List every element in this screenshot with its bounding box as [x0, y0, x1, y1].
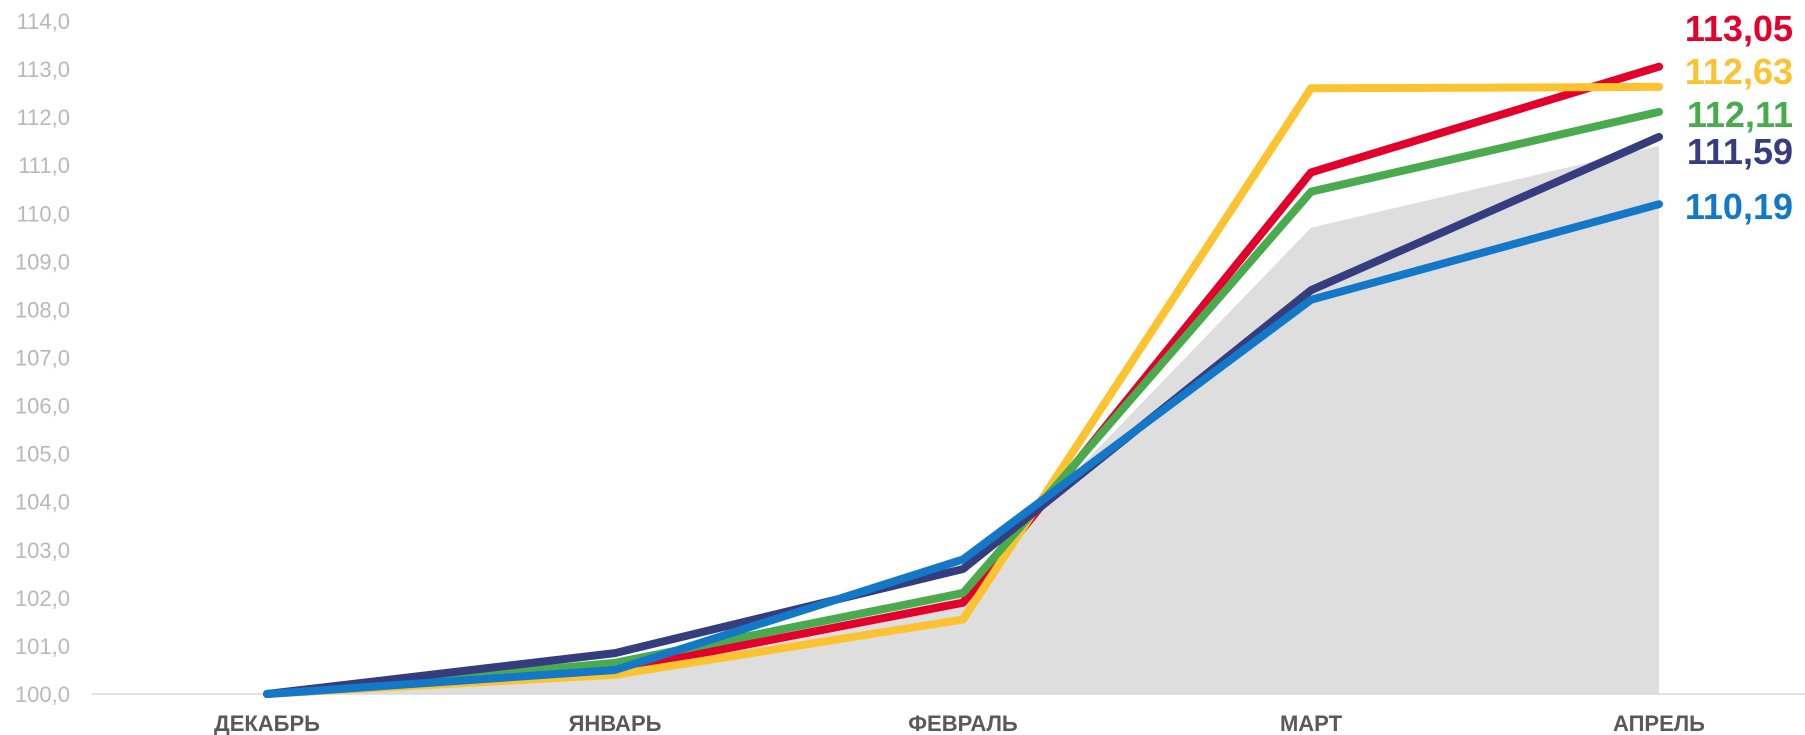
y-tick-label: 114,0 [17, 9, 70, 34]
y-tick-label: 102,0 [15, 586, 70, 611]
y-tick-label: 110,0 [17, 201, 70, 226]
series-end-label-3: 112,11 [1687, 94, 1793, 135]
series-layer [263, 62, 1663, 698]
y-tick-label: 106,0 [15, 394, 70, 419]
x-tick-label: МАРТ [1280, 711, 1343, 735]
y-tick-label: 105,0 [15, 442, 70, 467]
y-tick-label: 112,0 [17, 105, 70, 130]
area-layer [267, 146, 1659, 694]
y-tick-label: 100,0 [15, 682, 70, 707]
y-tick-label: 101,0 [15, 634, 70, 659]
x-tick-label: ФЕВРАЛЬ [908, 711, 1018, 735]
series-line-5 [263, 200, 1663, 698]
series-end-label-4: 111,59 [1687, 131, 1793, 172]
series-end-label-1: 113,05 [1685, 8, 1793, 49]
series-end-label-2: 112,63 [1685, 51, 1793, 92]
series-line-4 [263, 132, 1663, 698]
y-tick-label: 113,0 [17, 57, 70, 82]
x-tick-label: ДЕКАБРЬ [214, 711, 320, 735]
x-tick-label: АПРЕЛЬ [1613, 711, 1705, 735]
y-tick-label: 103,0 [15, 538, 70, 563]
x-axis-ticks: ДЕКАБРЬ ЯНВАРЬ ФЕВРАЛЬ МАРТ АПРЕЛЬ [214, 711, 1705, 735]
y-tick-label: 108,0 [15, 297, 70, 322]
area-fill [267, 146, 1659, 694]
y-tick-label: 111,0 [18, 153, 70, 178]
series-end-label-5: 110,19 [1685, 186, 1793, 227]
y-tick-label: 107,0 [15, 346, 70, 371]
y-tick-label: 109,0 [15, 249, 70, 274]
y-tick-label: 104,0 [15, 490, 70, 515]
y-axis-ticks: 100,0 101,0 102,0 103,0 104,0 105,0 106,0 107,0… [15, 9, 70, 707]
series-line-3 [263, 107, 1663, 698]
x-tick-label: ЯНВАРЬ [569, 711, 662, 735]
